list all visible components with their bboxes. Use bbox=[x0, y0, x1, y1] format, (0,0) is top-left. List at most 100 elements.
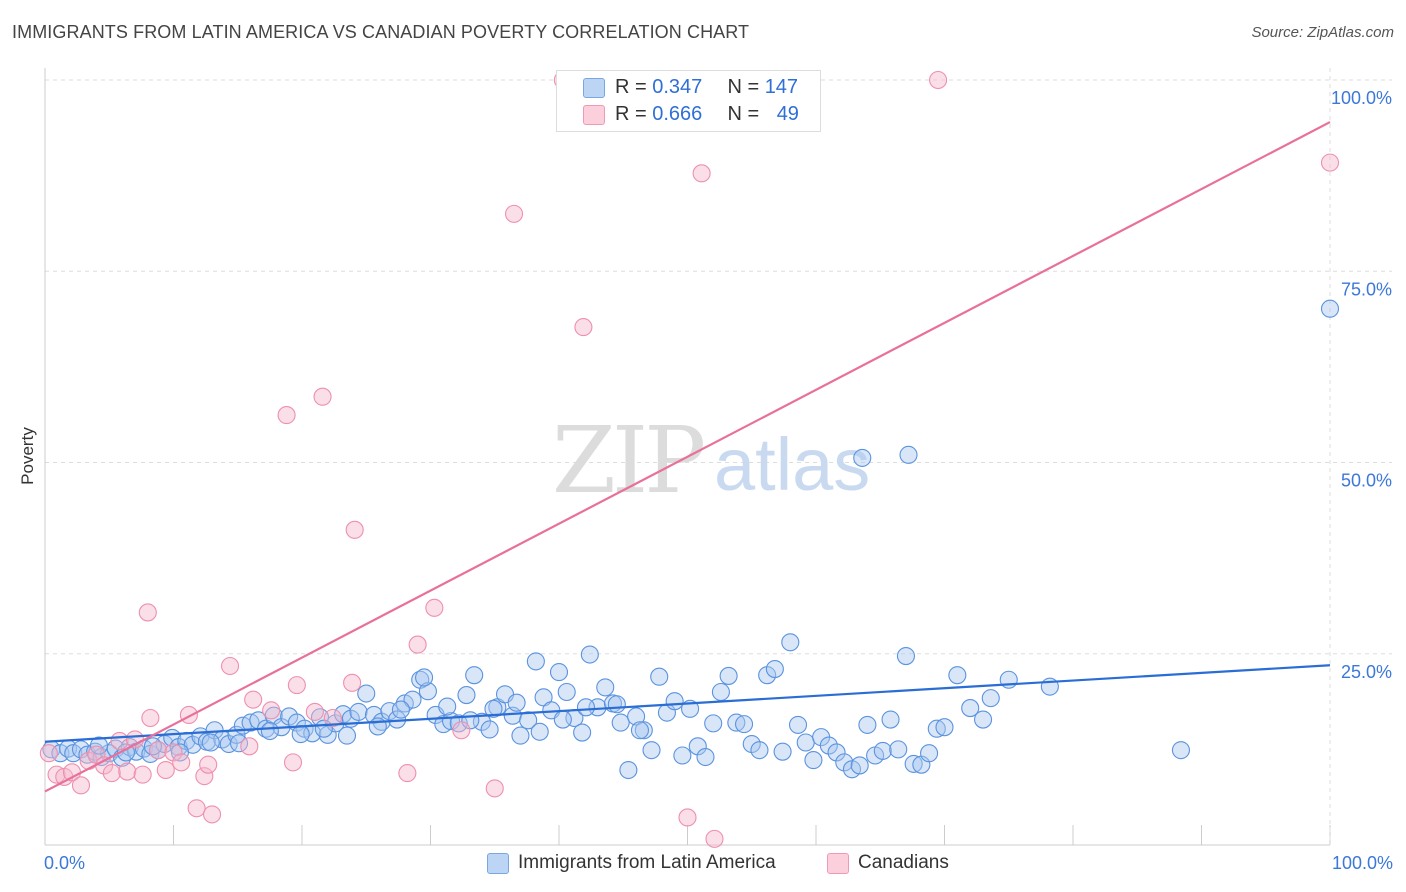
data-point bbox=[337, 726, 357, 745]
data-point bbox=[673, 746, 692, 765]
axes bbox=[44, 68, 1330, 846]
data-point bbox=[187, 799, 206, 818]
data-point bbox=[773, 742, 792, 761]
data-point bbox=[973, 710, 993, 729]
data-point bbox=[704, 714, 723, 733]
data-point bbox=[507, 693, 526, 712]
data-point bbox=[398, 764, 417, 783]
data-point bbox=[313, 387, 332, 406]
data-point bbox=[391, 700, 410, 719]
y-axis-label: Poverty bbox=[18, 427, 37, 485]
chart-title: IMMIGRANTS FROM LATIN AMERICA VS CANADIA… bbox=[12, 22, 750, 42]
data-point bbox=[734, 715, 754, 734]
watermark-atlas: atlas bbox=[714, 423, 870, 506]
data-point bbox=[170, 743, 189, 762]
legend: R = 0.347 N = 147 R = 0.666 N = 49 bbox=[556, 70, 821, 132]
data-point bbox=[323, 708, 342, 728]
data-point bbox=[920, 744, 939, 763]
legend-r-label: R = bbox=[615, 76, 653, 98]
data-point bbox=[219, 734, 238, 754]
data-point bbox=[262, 701, 281, 720]
data-point bbox=[504, 204, 524, 223]
data-point bbox=[452, 721, 471, 740]
data-point bbox=[858, 715, 877, 734]
x-tick-label: 100.0% bbox=[1332, 853, 1393, 873]
data-point bbox=[719, 666, 738, 685]
data-point bbox=[484, 699, 503, 718]
y-tick-label: 25.0% bbox=[1341, 662, 1392, 682]
data-point bbox=[665, 692, 684, 711]
legend-n-label: N = bbox=[727, 103, 765, 125]
data-point bbox=[345, 520, 364, 539]
data-point bbox=[642, 741, 661, 760]
data-point bbox=[408, 635, 427, 654]
data-point bbox=[526, 652, 545, 671]
data-point bbox=[596, 678, 615, 697]
data-point bbox=[164, 743, 183, 762]
data-point bbox=[291, 725, 310, 744]
data-point bbox=[935, 718, 954, 737]
data-point bbox=[627, 707, 646, 726]
data-point bbox=[781, 633, 800, 652]
data-point bbox=[881, 710, 900, 729]
data-point bbox=[948, 666, 967, 685]
data-point bbox=[472, 712, 491, 731]
data-point bbox=[696, 747, 715, 767]
data-point bbox=[827, 743, 846, 762]
bottom-legend-label: Canadians bbox=[858, 852, 949, 873]
data-point bbox=[804, 751, 823, 770]
trendline-latin-america bbox=[44, 664, 1331, 743]
data-point bbox=[927, 719, 946, 738]
data-point bbox=[71, 776, 91, 795]
data-point bbox=[110, 731, 129, 751]
data-point bbox=[465, 666, 484, 685]
data-point bbox=[873, 741, 892, 760]
data-point bbox=[650, 667, 669, 686]
data-point bbox=[457, 686, 476, 705]
data-point bbox=[573, 723, 592, 742]
legend-r-value: 0.347 bbox=[652, 76, 703, 98]
data-point bbox=[692, 164, 711, 183]
data-point bbox=[711, 682, 730, 702]
data-point bbox=[418, 682, 437, 701]
y-tick-label: 100.0% bbox=[1331, 88, 1392, 108]
legend-n-value: 147 bbox=[764, 76, 799, 98]
data-point bbox=[349, 702, 368, 721]
data-point bbox=[678, 808, 697, 827]
data-point bbox=[118, 762, 137, 781]
series-latin-america bbox=[42, 299, 1340, 780]
data-point bbox=[607, 695, 626, 714]
source-label: Source: ZipAtlas.com bbox=[1251, 24, 1394, 41]
data-point bbox=[449, 714, 468, 733]
data-point bbox=[39, 744, 58, 763]
data-point bbox=[1171, 741, 1190, 760]
data-point bbox=[549, 663, 569, 682]
data-point bbox=[287, 676, 306, 695]
legend-n-label: N = bbox=[727, 76, 765, 98]
data-point bbox=[485, 779, 504, 798]
data-point bbox=[981, 689, 1000, 708]
data-point bbox=[619, 760, 638, 780]
x-tick-label: 0.0% bbox=[44, 853, 85, 873]
data-point bbox=[899, 445, 918, 464]
data-points bbox=[39, 70, 1340, 848]
data-point bbox=[850, 756, 869, 775]
data-point bbox=[403, 690, 422, 709]
trendline-canadians bbox=[44, 121, 1331, 793]
data-point bbox=[750, 741, 769, 760]
legend-n-value: 49 bbox=[776, 103, 799, 125]
data-point bbox=[1320, 153, 1340, 172]
data-point bbox=[364, 705, 384, 725]
data-point bbox=[511, 726, 530, 745]
data-point bbox=[425, 598, 444, 617]
data-point bbox=[634, 721, 653, 740]
data-point bbox=[576, 698, 596, 717]
data-point bbox=[929, 70, 948, 90]
data-point bbox=[149, 741, 168, 760]
data-point bbox=[796, 733, 815, 752]
data-point bbox=[195, 767, 214, 786]
legend-r-value: 0.666 bbox=[652, 103, 703, 125]
data-point bbox=[201, 733, 220, 752]
y-tick-label: 50.0% bbox=[1341, 471, 1392, 491]
